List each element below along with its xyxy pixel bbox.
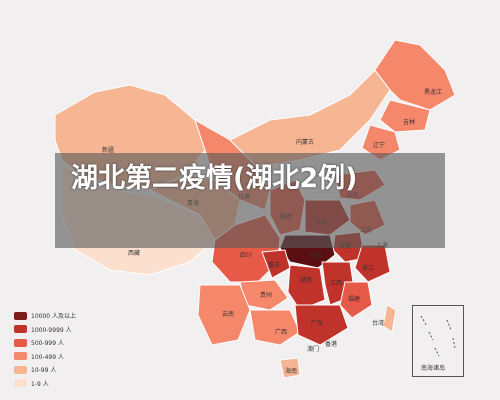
province-hunan[interactable] bbox=[287, 264, 326, 311]
legend-item[interactable]: 10000 人及以上 bbox=[14, 309, 76, 323]
province-jilin[interactable] bbox=[379, 99, 431, 133]
label-hongkong: 香港 bbox=[325, 341, 338, 348]
province-guangdong[interactable] bbox=[294, 304, 349, 346]
legend-item[interactable]: 100-499 人 bbox=[14, 350, 76, 364]
label-guizhou: 贵州 bbox=[260, 292, 273, 299]
province-hainan[interactable] bbox=[279, 357, 301, 379]
label-liaoning: 辽宁 bbox=[373, 142, 386, 149]
legend-swatch bbox=[14, 325, 27, 334]
legend-swatch bbox=[14, 311, 27, 320]
province-yunnan[interactable] bbox=[197, 284, 251, 346]
legend-label: 1000-9999 人 bbox=[31, 326, 72, 334]
label-fujian: 福建 bbox=[348, 296, 361, 303]
legend-swatch bbox=[14, 365, 27, 374]
legend-label: 10000 人及以上 bbox=[31, 313, 76, 321]
legend-label: 500-999 人 bbox=[31, 340, 64, 348]
legend: 10000 人及以上 1000-9999 人 500-999 人 100-499 人 1… bbox=[14, 309, 76, 390]
label-yunnan: 云南 bbox=[222, 311, 235, 318]
province-fujian[interactable] bbox=[339, 281, 373, 319]
label-hainan: 海南 bbox=[285, 368, 298, 375]
legend-item[interactable]: 1000-9999 人 bbox=[14, 323, 76, 337]
label-guangxi: 广西 bbox=[275, 329, 288, 336]
legend-label: 10-99 人 bbox=[31, 367, 57, 375]
legend-item[interactable]: 10-99 人 bbox=[14, 363, 76, 377]
province-guangxi[interactable] bbox=[249, 309, 301, 346]
label-xizang: 西藏 bbox=[128, 250, 141, 257]
title-overlay: 湖北第二疫情(湖北2例) bbox=[55, 153, 445, 248]
south-china-sea-inset: 南海诸岛 bbox=[412, 305, 464, 377]
legend-item[interactable]: 1-9 人 bbox=[14, 377, 76, 391]
legend-swatch bbox=[14, 352, 27, 361]
label-heilongjiang: 黑龙江 bbox=[424, 89, 443, 96]
label-zhejiang: 浙江 bbox=[362, 265, 375, 272]
label-xinjiang: 新疆 bbox=[102, 147, 115, 154]
label-chongqing: 重庆 bbox=[268, 262, 281, 269]
label-jilin: 吉林 bbox=[403, 119, 416, 126]
label-jiangxi: 江西 bbox=[330, 280, 343, 287]
label-taiwan: 台湾 bbox=[372, 320, 385, 327]
legend-swatch bbox=[14, 379, 27, 388]
label-hunan: 湖南 bbox=[300, 277, 313, 284]
province-taiwan[interactable] bbox=[382, 304, 397, 333]
label-guangdong: 广东 bbox=[311, 320, 324, 327]
legend-swatch bbox=[14, 338, 27, 347]
label-hubei: 湖北 bbox=[310, 252, 323, 259]
inset-label: 南海诸岛 bbox=[421, 365, 446, 372]
label-sichuan: 四川 bbox=[240, 252, 253, 259]
legend-label: 1-9 人 bbox=[31, 380, 49, 388]
page-title: 湖北第二疫情(湖北2例) bbox=[71, 163, 358, 194]
legend-item[interactable]: 500-999 人 bbox=[14, 336, 76, 350]
islands-dashes-icon bbox=[420, 315, 456, 357]
legend-label: 100-499 人 bbox=[31, 353, 64, 361]
label-neimenggu: 内蒙古 bbox=[296, 139, 315, 146]
label-macau: 澳门 bbox=[307, 346, 320, 353]
province-heilongjiang[interactable] bbox=[374, 39, 456, 111]
